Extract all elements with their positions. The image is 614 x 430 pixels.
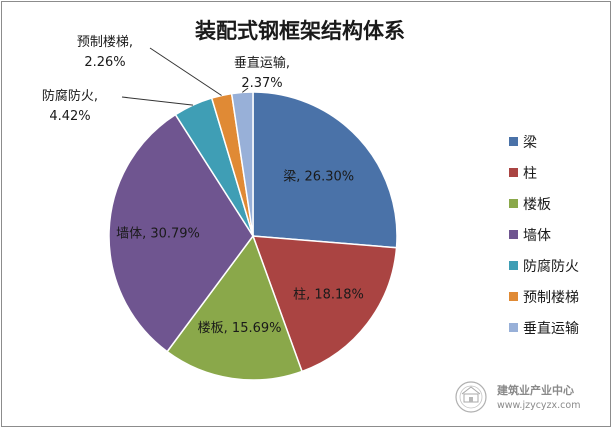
watermark-url: www.jzycyzx.com (497, 400, 580, 411)
legend-swatch-5 (509, 261, 518, 270)
pie-slice-4 (108, 113, 254, 353)
leader-line-5 (121, 96, 194, 106)
data-label-5-value: 4.42% (49, 109, 90, 124)
data-label-2: 柱, 18.18% (293, 288, 364, 303)
legend-label-4: 墙体 (523, 228, 551, 244)
chart-title: 装配式钢框架结构体系 (195, 19, 405, 43)
watermark-name: 建筑业产业中心 (497, 383, 574, 397)
legend-swatch-4 (509, 230, 518, 239)
leader-lines (121, 47, 249, 106)
legend-label-2: 柱 (523, 166, 537, 182)
data-label-4: 墙体, 30.79% (116, 227, 200, 242)
legend-label-3: 楼板 (523, 197, 551, 213)
legend-swatch-2 (509, 168, 518, 177)
legend-swatch-6 (509, 292, 518, 301)
data-label-7-category: 垂直运输, (234, 55, 290, 71)
data-label-3: 楼板, 15.69% (198, 321, 282, 336)
data-label-1: 梁, 26.30% (283, 170, 354, 185)
pie-slice-1 (252, 91, 398, 249)
legend-label-5: 防腐防火 (523, 258, 579, 275)
leader-line-6 (149, 47, 222, 96)
pie-slice-7 (230, 91, 254, 237)
watermark: 建筑业产业中心 www.jzycyzx.com (455, 381, 580, 413)
data-label-5-category: 防腐防火, (42, 88, 98, 104)
pie-slice-2 (251, 235, 398, 373)
legend-swatch-1 (509, 137, 518, 146)
leader-line-7 (241, 87, 249, 93)
legend-label-7: 垂直运输 (523, 320, 579, 337)
legend-label-1: 梁 (523, 135, 537, 151)
pie-slices (108, 91, 398, 381)
data-label-7-value: 2.37% (241, 76, 282, 91)
data-label-6-value: 2.26% (84, 55, 125, 70)
watermark-logo-icon (455, 381, 487, 413)
data-labels: 梁, 26.30% 柱, 18.18% 楼板, 15.69% 墙体, 30.79% 防腐… (42, 35, 364, 336)
legend-swatch-7 (509, 323, 518, 332)
data-label-6-category: 预制楼梯, (77, 35, 133, 50)
pie-slice-3 (166, 234, 303, 381)
legend-swatch-3 (509, 199, 518, 208)
legend-label-6: 预制楼梯 (523, 290, 579, 306)
